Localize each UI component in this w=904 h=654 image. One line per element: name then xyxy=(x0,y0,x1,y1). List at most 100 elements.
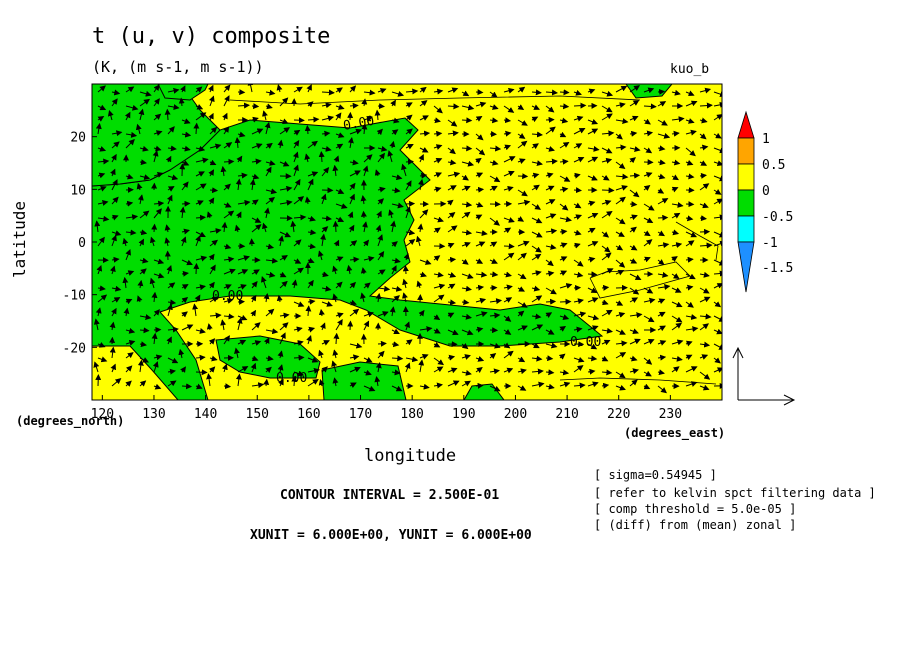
wind-vector xyxy=(587,175,598,181)
wind-vector xyxy=(489,104,499,110)
wind-vector xyxy=(713,301,722,308)
wind-vector xyxy=(251,116,259,123)
wind-vector xyxy=(363,255,375,262)
wind-vector xyxy=(447,87,459,94)
wind-vector xyxy=(277,364,284,373)
wind-vector xyxy=(235,178,242,191)
wind-vector xyxy=(461,160,475,167)
wind-vector xyxy=(545,287,557,295)
wind-vector xyxy=(278,378,284,387)
wind-vector xyxy=(349,366,361,373)
wind-vector xyxy=(475,89,484,96)
wind-vector xyxy=(489,298,503,305)
wind-vector xyxy=(377,340,387,347)
wind-vector xyxy=(125,214,139,221)
wind-vector xyxy=(433,117,441,124)
wind-vector xyxy=(223,126,230,135)
wind-vector xyxy=(181,228,190,235)
wind-vector xyxy=(587,271,598,278)
wind-vector xyxy=(361,123,368,135)
wind-vector xyxy=(125,340,136,346)
wind-vector xyxy=(405,180,412,191)
wind-vector xyxy=(293,214,307,221)
wind-vector xyxy=(503,87,515,94)
wind-vector xyxy=(208,84,214,93)
wind-vector xyxy=(293,139,300,149)
wind-vector xyxy=(643,357,653,365)
wind-vector xyxy=(250,309,257,317)
wind-vector xyxy=(139,174,151,181)
wind-vector xyxy=(685,147,696,157)
wind-vector xyxy=(209,312,222,319)
wind-vector xyxy=(601,382,610,389)
wind-vector xyxy=(389,306,396,317)
wind-vector xyxy=(304,125,311,135)
wind-vector xyxy=(139,210,150,219)
wind-vector xyxy=(671,130,680,137)
wind-vector xyxy=(657,298,666,305)
wind-vector xyxy=(265,328,279,335)
wind-vector xyxy=(209,228,222,234)
wind-vector xyxy=(615,340,628,347)
wind-vector xyxy=(125,298,133,305)
wind-vector xyxy=(657,133,671,139)
wind-vector xyxy=(503,227,512,234)
wind-vector xyxy=(263,337,270,345)
wind-vector xyxy=(418,153,424,163)
wind-vector xyxy=(223,84,231,93)
wind-vector xyxy=(545,329,555,335)
wind-vector xyxy=(601,130,615,137)
wind-vector xyxy=(164,237,171,247)
wind-vector xyxy=(671,202,684,208)
wind-vector xyxy=(363,320,370,331)
wind-vector xyxy=(318,349,324,359)
wind-vector xyxy=(332,293,339,303)
wind-vector xyxy=(125,352,134,359)
wind-vector xyxy=(125,327,136,334)
wind-vector xyxy=(317,250,324,261)
wind-vector xyxy=(237,284,247,290)
wind-vector xyxy=(559,256,568,262)
wind-vector xyxy=(713,328,722,335)
wind-vector xyxy=(685,215,694,222)
wind-vector xyxy=(208,338,216,345)
wind-vector xyxy=(167,282,176,289)
wind-vector xyxy=(559,89,570,96)
wind-vector xyxy=(713,343,722,350)
x-tick-label: 210 xyxy=(555,407,578,422)
wind-vector xyxy=(362,165,369,177)
wind-vector xyxy=(643,297,656,304)
wind-vector xyxy=(377,285,391,292)
wind-vector xyxy=(587,145,600,152)
wind-vector xyxy=(234,224,241,233)
wind-vector xyxy=(139,159,147,166)
wind-vector xyxy=(461,229,473,236)
wind-vector xyxy=(601,268,614,275)
wind-vector xyxy=(601,327,613,334)
wind-vector xyxy=(375,292,382,303)
wind-vector xyxy=(223,268,236,275)
wind-vector xyxy=(149,277,156,289)
wind-vector xyxy=(321,167,330,177)
wind-vector xyxy=(517,252,527,261)
wind-vector xyxy=(573,365,584,373)
wind-vector xyxy=(643,230,651,237)
wind-vector xyxy=(601,284,610,291)
wind-vector xyxy=(559,283,573,289)
wind-vector xyxy=(433,382,443,389)
wind-vector xyxy=(153,354,163,361)
wind-vector xyxy=(531,355,543,362)
wind-vector xyxy=(545,228,558,235)
wind-vector xyxy=(671,273,680,279)
wind-vector xyxy=(97,294,108,303)
wind-vector xyxy=(461,313,472,320)
wind-vector xyxy=(195,157,209,164)
colorbar-label: -0.5 xyxy=(762,210,793,225)
wind-vector xyxy=(279,312,290,319)
wind-vector xyxy=(601,210,613,219)
wind-vector xyxy=(685,301,694,308)
wind-vector xyxy=(179,85,186,93)
wind-vector xyxy=(419,100,428,107)
wind-vector xyxy=(615,173,629,180)
wind-vector xyxy=(332,377,339,387)
